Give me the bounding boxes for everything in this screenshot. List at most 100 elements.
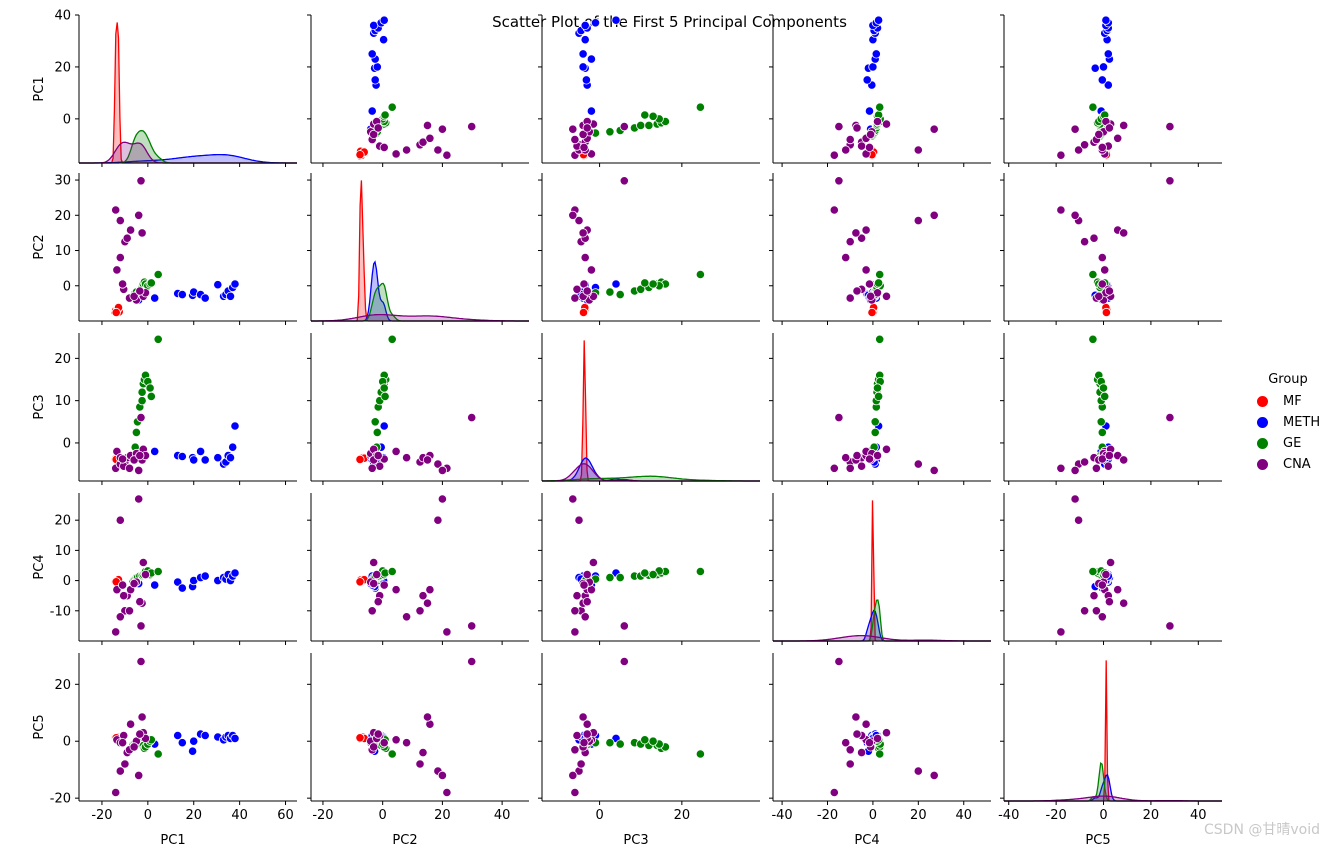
point-meth-12 bbox=[230, 568, 240, 578]
point-ge-14 bbox=[875, 269, 885, 280]
point-cna-3 bbox=[929, 770, 939, 781]
point-ge-14 bbox=[1088, 269, 1098, 280]
y-tick-label: 0 bbox=[63, 436, 71, 451]
kde-line-mf bbox=[311, 180, 529, 322]
point-cna-4 bbox=[845, 237, 855, 247]
point-cna-1 bbox=[442, 627, 452, 637]
point-cna-11 bbox=[367, 463, 377, 473]
point-meth-2 bbox=[1090, 63, 1100, 73]
point-meth-12 bbox=[379, 15, 389, 25]
point-cna-16 bbox=[1097, 279, 1107, 289]
point-cna-17 bbox=[1104, 450, 1115, 461]
point-ge-14 bbox=[387, 102, 397, 112]
point-cna-17 bbox=[852, 729, 862, 739]
point-ge-12 bbox=[648, 736, 658, 746]
point-cna-11 bbox=[845, 293, 855, 303]
point-cna-16 bbox=[118, 738, 128, 748]
panel-pc2-vs-pc1: 30 20 10 0 bbox=[54, 173, 297, 325]
legend-item-ge: GE bbox=[1250, 433, 1336, 454]
point-ge-4 bbox=[870, 417, 880, 427]
point-cna-0 bbox=[834, 412, 844, 423]
point-cna-14 bbox=[582, 569, 592, 580]
point-cna-7 bbox=[422, 712, 433, 722]
point-cna-11 bbox=[845, 745, 855, 755]
point-mf-7 bbox=[355, 577, 365, 587]
point-cna-4 bbox=[415, 606, 425, 616]
point-cna-1 bbox=[442, 150, 452, 160]
point-meth-1 bbox=[370, 75, 380, 85]
point-cna-1 bbox=[570, 627, 580, 637]
point-cna-16 bbox=[1097, 580, 1107, 590]
panel-pc1-vs-pc3 bbox=[538, 14, 760, 167]
point-cna-6 bbox=[582, 719, 592, 729]
point-cna-10 bbox=[119, 591, 129, 601]
point-ge-13 bbox=[873, 278, 884, 288]
point-mf-7 bbox=[355, 454, 365, 464]
kde-line-meth bbox=[311, 260, 529, 322]
point-cna-1 bbox=[111, 627, 121, 637]
point-ge-14 bbox=[153, 334, 163, 344]
x-tick-label: 20 bbox=[910, 808, 927, 823]
legend-item-mf: MF bbox=[1250, 391, 1336, 412]
kde-line-mf bbox=[1004, 660, 1222, 802]
point-cna-16 bbox=[118, 279, 128, 289]
y-tick-label: 20 bbox=[54, 514, 71, 529]
panel-pc3-vs-pc5 bbox=[1000, 333, 1222, 485]
y-tick-label: 20 bbox=[54, 352, 71, 367]
point-cna-17 bbox=[852, 286, 862, 296]
point-cna-2 bbox=[1074, 145, 1084, 155]
point-cna-6 bbox=[126, 719, 136, 729]
point-meth-1 bbox=[177, 738, 187, 748]
point-cna-15 bbox=[369, 129, 379, 139]
point-mf-7 bbox=[1101, 307, 1112, 318]
point-meth-12 bbox=[379, 421, 389, 431]
point-ge-14 bbox=[875, 102, 885, 112]
point-cna-0 bbox=[136, 176, 146, 186]
point-cna-15 bbox=[129, 578, 139, 589]
point-cna-17 bbox=[373, 123, 383, 133]
point-ge-6 bbox=[137, 396, 147, 406]
point-cna-8 bbox=[391, 735, 401, 745]
legend-title: Group bbox=[1268, 372, 1308, 387]
y-tick-label: 20 bbox=[54, 60, 71, 75]
point-cna-0 bbox=[467, 412, 477, 423]
point-cna-15 bbox=[1094, 129, 1104, 139]
point-ge-13 bbox=[380, 110, 390, 120]
legend: Group MF METH GE CNA bbox=[1250, 372, 1336, 475]
point-meth-3 bbox=[868, 62, 878, 72]
kde-fill-mf bbox=[542, 340, 760, 481]
y-axis-label-pc1: PC1 bbox=[32, 76, 47, 101]
point-cna-0 bbox=[1165, 122, 1175, 132]
point-cna-2 bbox=[115, 766, 125, 776]
point-cna-9 bbox=[841, 738, 851, 748]
point-ge-3 bbox=[605, 127, 615, 137]
point-meth-2 bbox=[188, 746, 198, 756]
point-cna-11 bbox=[124, 606, 135, 616]
point-ge-13 bbox=[380, 391, 390, 401]
point-meth-12 bbox=[1101, 15, 1111, 25]
point-cna-13 bbox=[1106, 557, 1116, 568]
point-cna-10 bbox=[1103, 461, 1113, 471]
point-ge-3 bbox=[605, 287, 615, 297]
point-ge-4 bbox=[615, 572, 625, 583]
point-ge-13 bbox=[640, 735, 650, 745]
point-ge-14 bbox=[1088, 334, 1098, 344]
point-cna-3 bbox=[568, 770, 578, 781]
point-ge-14 bbox=[387, 334, 397, 344]
point-cna-2 bbox=[574, 515, 584, 525]
point-cna-2 bbox=[433, 145, 443, 155]
point-cna-7 bbox=[1119, 598, 1129, 608]
point-cna-15 bbox=[865, 129, 876, 139]
panel-pc2-vs-pc4 bbox=[769, 173, 991, 325]
point-meth-6 bbox=[580, 35, 590, 45]
point-cna-2 bbox=[115, 515, 125, 525]
x-tick-label: -40 bbox=[998, 808, 1019, 823]
point-cna-11 bbox=[1091, 463, 1102, 473]
point-ge-14 bbox=[695, 749, 706, 759]
point-meth-0 bbox=[173, 577, 183, 587]
point-meth-12 bbox=[230, 733, 240, 744]
point-ge-12 bbox=[648, 569, 658, 580]
point-cna-0 bbox=[619, 656, 629, 667]
point-cna-3 bbox=[929, 465, 939, 475]
